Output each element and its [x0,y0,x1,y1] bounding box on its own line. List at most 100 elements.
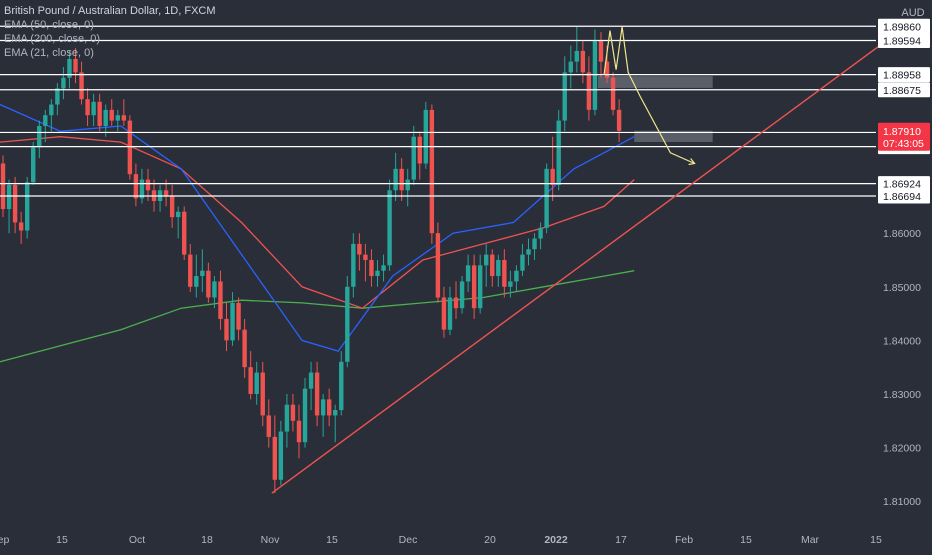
candle-body[interactable] [6,184,12,210]
candle-body[interactable] [55,88,60,105]
candle-body[interactable] [302,388,308,443]
candle-body[interactable] [254,372,259,394]
candle-body[interactable] [538,227,543,239]
candle-body[interactable] [218,281,223,319]
candle-body[interactable] [145,179,151,191]
candle-body[interactable] [574,50,580,62]
candle-body[interactable] [453,297,459,309]
candle-body[interactable] [369,259,374,277]
candle-body[interactable] [471,265,477,309]
candle-body[interactable] [604,61,610,78]
candle-body[interactable] [339,361,344,411]
candle-body[interactable] [387,190,392,266]
indicator-ema-200[interactable]: EMA (200, close, 0) [4,33,100,45]
level-tag[interactable] [878,18,930,34]
candle-body[interactable] [61,77,66,89]
candle-body[interactable] [399,168,404,191]
candle-body[interactable] [290,404,296,421]
candle-body[interactable] [429,109,435,234]
candle-body[interactable] [97,101,102,126]
candle-body[interactable] [103,109,108,126]
candle-body[interactable] [411,136,416,180]
candle-body[interactable] [514,270,519,282]
candle-body[interactable] [24,182,30,231]
candle-body[interactable] [230,302,235,341]
candle-body[interactable] [296,420,302,443]
candle-body[interactable] [278,431,284,480]
candle-body[interactable] [477,265,483,309]
level-tag[interactable] [878,67,930,83]
candle-body[interactable] [496,259,501,277]
chart-legend[interactable]: British Pound / Australian Dollar, 1D, F… [4,4,216,60]
candle-body[interactable] [188,254,193,287]
candle-body[interactable] [139,179,145,199]
candle-body[interactable] [272,436,278,480]
candle-body[interactable] [326,399,332,416]
candle-body[interactable] [182,211,187,255]
candle-body[interactable] [73,58,78,73]
level-tag[interactable] [878,176,930,192]
candle-body[interactable] [508,281,513,287]
candle-body[interactable] [502,259,507,287]
candle-body[interactable] [405,179,410,191]
candle-body[interactable] [580,50,586,73]
candle-body[interactable] [357,243,362,255]
candle-body[interactable] [459,281,465,309]
candle-body[interactable] [465,265,471,282]
projection-path[interactable] [603,26,695,165]
candle-body[interactable] [550,168,555,185]
candle-body[interactable] [109,109,114,121]
candle-body[interactable] [194,276,199,287]
level-tag[interactable] [878,82,930,98]
candle-body[interactable] [556,120,561,185]
candle-body[interactable] [266,415,271,437]
candle-body[interactable] [351,243,356,287]
candle-body[interactable] [345,286,350,362]
price-axis[interactable]: 1.81000 1.82000 1.83000 1.84000 1.85000 1.860… [878,18,930,508]
candle-body[interactable] [200,270,205,277]
current-price-tag[interactable] [878,122,930,151]
candle-body[interactable] [43,115,48,126]
level-tag[interactable] [878,188,930,204]
candle-body[interactable] [31,147,36,183]
candle-body[interactable] [333,410,338,416]
candle-body[interactable] [49,104,54,116]
candle-body[interactable] [532,238,537,250]
candle-body[interactable] [393,168,398,191]
candle-body[interactable] [435,233,441,298]
candle-body[interactable] [242,329,247,368]
candle-body[interactable] [260,372,265,416]
candle-body[interactable] [381,265,386,271]
time-axis[interactable]: Sep 15 Oct 18 Nov 15 Dec 20 2022 17 Feb 15 Mar 15 [0,534,882,546]
candle-body[interactable] [447,297,453,330]
candle-body[interactable] [375,270,380,277]
candle-body[interactable] [610,77,616,110]
trendline[interactable] [271,25,907,494]
candle-body[interactable] [37,125,42,148]
candle-body[interactable] [163,190,169,196]
candle-body[interactable] [12,184,18,223]
candle-body[interactable] [526,249,531,255]
candle-body[interactable] [490,254,495,277]
candle-body[interactable] [169,195,175,218]
candle-body[interactable] [91,101,96,116]
candle-body[interactable] [520,254,525,271]
candle-body[interactable] [314,372,320,416]
candle-body[interactable] [224,318,229,341]
candle-body[interactable] [598,40,604,62]
candle-body[interactable] [308,372,314,389]
candle-body[interactable] [363,254,368,260]
candle-body[interactable] [423,109,429,164]
candle-body[interactable] [115,115,120,121]
indicator-ema-50[interactable]: EMA (50, close, 0) [4,19,94,31]
candle-body[interactable] [284,404,290,432]
candle-body[interactable] [441,297,447,330]
candle-body[interactable] [568,61,573,73]
candle-body[interactable] [127,120,133,175]
candle-body[interactable] [544,168,549,228]
candle-body[interactable] [79,72,84,100]
candle-body[interactable] [18,222,24,231]
candle-body[interactable] [85,99,90,116]
candle-body[interactable] [586,72,592,110]
